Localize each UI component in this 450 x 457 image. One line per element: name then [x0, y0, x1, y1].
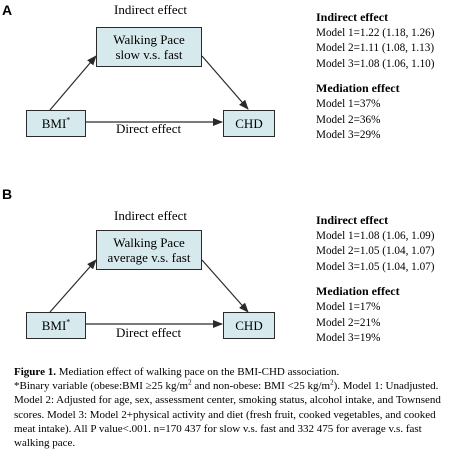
panel-b-indirect-row: Model 3=1.05 (1.04, 1.07) [316, 260, 435, 273]
panel-b-mediation-row: Model 1=17% [316, 300, 381, 313]
panel-b-stats: Indirect effect Model 1=1.08 (1.06, 1.09… [316, 213, 435, 347]
panel-a-exposure-marker: * [66, 115, 71, 125]
panel-a-exposure-box: BMI* [26, 110, 86, 137]
caption-text-1: Binary variable (obese:BMI ≥25 kg/m [19, 380, 189, 393]
panel-a-mediation-row: Model 2=36% [316, 113, 381, 126]
panel-a-outcome-label: CHD [235, 116, 263, 131]
panel-b-mediator-line1: Walking Pace [113, 235, 185, 250]
panel-b-arrow-exposure-to-mediator [49, 259, 97, 313]
caption-footnote-marker: * [14, 380, 20, 393]
panel-a-indirect-row: Model 2=1.11 (1.08, 1.13) [316, 42, 435, 55]
caption-figure-number: Figure 1. [14, 366, 56, 378]
panel-b-mediation-row: Model 3=19% [316, 332, 381, 345]
panel-a-mediator-line2: slow v.s. fast [115, 47, 183, 62]
panel-a-arrow-mediator-to-outcome [201, 55, 249, 110]
panel-b-mediation-header: Mediation effect [316, 284, 400, 299]
panel-a-stats: Indirect effect Model 1=1.22 (1.18, 1.26… [316, 10, 435, 144]
panel-a-indirect-header: Indirect effect [316, 10, 389, 24]
panel-b-exposure-marker: * [66, 317, 71, 327]
panel-a-arrow-exposure-to-mediator [49, 55, 97, 111]
caption-sup-2: 2 [330, 378, 334, 387]
panel-b-exposure-box: BMI* [26, 312, 86, 339]
panel-b-outcome-label: CHD [235, 318, 263, 333]
panel-a-mediator-line1: Walking Pace [113, 32, 185, 47]
panel-a-mediation-row: Model 3=29% [316, 129, 381, 142]
panel-b-exposure-label: BMI [41, 318, 67, 333]
caption-text-3: ). Model 1: Unadjusted. Model 2: Adjuste… [14, 380, 441, 450]
panel-a-mediation-row: Model 1=37% [316, 97, 381, 110]
panel-a-indirect-row: Model 1=1.22 (1.18, 1.26) [316, 26, 435, 39]
panel-a-mediation-header: Mediation effect [316, 81, 400, 96]
caption-title: Figure 1. Mediation effect of walking pa… [14, 365, 446, 379]
panel-b-mediation-row: Model 2=21% [316, 316, 381, 329]
panel-b-indirect-effect-label: Indirect effect [114, 208, 188, 223]
panel-b-indirect-row: Model 1=1.08 (1.06, 1.09) [316, 229, 435, 242]
panel-a-indirect-effect-label: Indirect effect [114, 2, 188, 17]
panel-b-indirect-row: Model 2=1.05 (1.04, 1.07) [316, 245, 435, 258]
caption-text-2: and non-obese: BMI <25 kg/m [191, 380, 331, 393]
caption-sup-1: 2 [188, 378, 192, 387]
panel-b-outcome-box: CHD [223, 312, 275, 339]
caption-footnote: *Binary variable (obese:BMI ≥25 kg/m2 an… [14, 379, 446, 450]
caption-title-text: Mediation effect of walking pace on the … [55, 366, 340, 378]
figure-caption: Figure 1. Mediation effect of walking pa… [14, 365, 446, 450]
panel-a-outcome-box: CHD [223, 110, 275, 137]
panel-b-letter: B [2, 186, 13, 202]
panel-a-mediator-box: Walking Pace slow v.s. fast [96, 27, 202, 67]
panel-b-mediator-line2: average v.s. fast [107, 250, 191, 265]
panel-a-letter: A [2, 2, 13, 18]
panel-b-indirect-header: Indirect effect [316, 213, 389, 227]
panel-b-direct-effect-label: Direct effect [116, 325, 182, 340]
panel-a-exposure-label: BMI [41, 116, 67, 131]
panel-b-mediator-box: Walking Pace average v.s. fast [96, 230, 202, 270]
panel-a-direct-effect-label: Direct effect [116, 121, 182, 136]
panel-b-arrow-mediator-to-outcome [201, 259, 249, 313]
panel-a-indirect-row: Model 3=1.08 (1.06, 1.10) [316, 57, 435, 70]
